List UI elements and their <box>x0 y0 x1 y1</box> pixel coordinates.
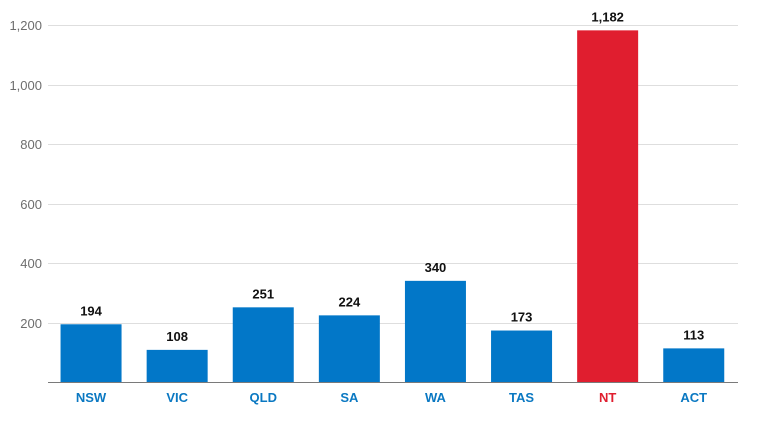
value-label-vic: 108 <box>166 329 188 344</box>
value-labels: 194 108 251 224 340 173 1,182 113 <box>80 9 704 344</box>
value-label-nt: 1,182 <box>591 9 624 24</box>
value-label-tas: 173 <box>511 310 533 325</box>
value-label-act: 113 <box>683 327 704 342</box>
category-labels: NSW VIC QLD SA WA TAS NT ACT <box>76 390 707 405</box>
category-label-wa: WA <box>425 390 447 405</box>
y-tick-label: 1,000 <box>9 78 42 93</box>
y-tick-label: 800 <box>20 137 42 152</box>
category-label-act: ACT <box>680 390 707 405</box>
value-label-nsw: 194 <box>80 303 102 318</box>
bar-sa <box>318 315 380 382</box>
category-label-nt: NT <box>599 390 616 405</box>
value-label-wa: 340 <box>425 260 447 275</box>
bar-vic <box>146 349 208 382</box>
category-label-qld: QLD <box>250 390 277 405</box>
bar-act <box>663 348 725 382</box>
bar-wa <box>404 280 466 382</box>
bar-tas <box>491 330 553 382</box>
bar-qld <box>232 307 294 382</box>
bar-nt <box>577 30 639 383</box>
category-label-tas: TAS <box>509 390 534 405</box>
bars <box>60 30 725 383</box>
y-axis-tick-labels: 200 400 600 800 1,000 1,200 <box>9 18 42 331</box>
y-tick-label: 1,200 <box>9 18 42 33</box>
value-label-qld: 251 <box>252 286 274 301</box>
y-tick-label: 400 <box>20 256 42 271</box>
category-label-vic: VIC <box>166 390 188 405</box>
bar-nsw <box>60 324 122 382</box>
category-label-nsw: NSW <box>76 390 107 405</box>
y-tick-label: 200 <box>20 316 42 331</box>
y-tick-label: 600 <box>20 197 42 212</box>
value-label-sa: 224 <box>338 294 360 309</box>
category-label-sa: SA <box>340 390 359 405</box>
